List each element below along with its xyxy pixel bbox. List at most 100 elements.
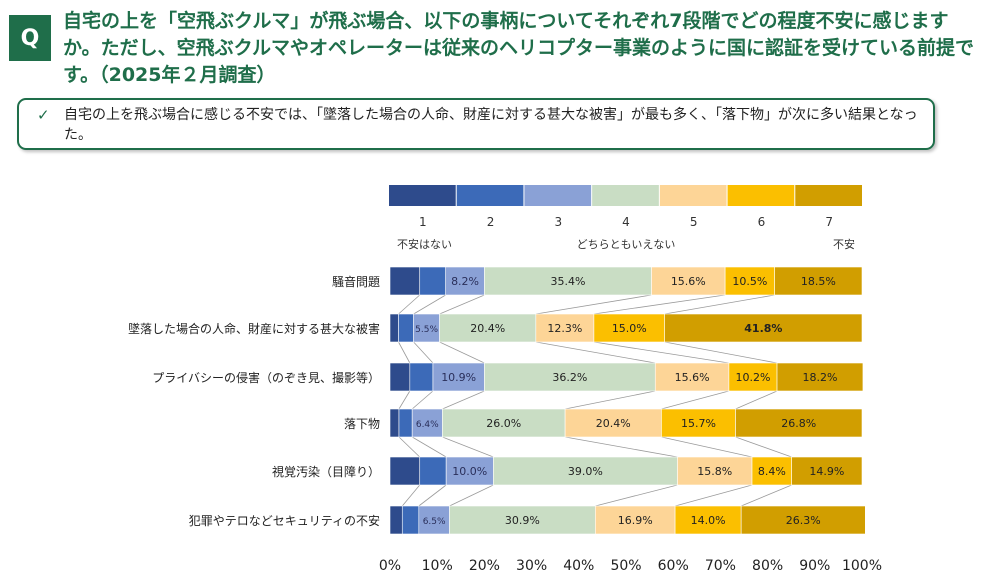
bar-row6-level6 bbox=[674, 505, 742, 535]
series-line-2-1 bbox=[398, 341, 411, 364]
data-label-row3-level4: 36.2% bbox=[552, 371, 587, 384]
bar-row4-level1 bbox=[389, 408, 400, 438]
bar-row5-level7 bbox=[791, 456, 863, 486]
bar-row1-level5 bbox=[651, 266, 726, 296]
category-label-5: 視覚汚染（目障り） bbox=[272, 464, 380, 479]
bar-row1-level4 bbox=[484, 266, 652, 296]
bar-row4-level3 bbox=[411, 408, 443, 438]
series-line-2-4 bbox=[535, 341, 656, 364]
summary-box: ✓ 自宅の上を飛ぶ場合に感じる不安では、「墜落した場合の人命、財産に対する甚大な… bbox=[17, 98, 935, 150]
bar-row3-level3 bbox=[432, 362, 485, 392]
question-text: 自宅の上を「空飛ぶクルマ」が飛ぶ場合、以下の事柄についてそれぞれ7段階でどの程度… bbox=[63, 10, 975, 86]
bar-row1-level1 bbox=[389, 266, 421, 296]
bar-row5-level3 bbox=[445, 456, 494, 486]
category-label-3: プライバシーの侵害（のぞき見、撮影等） bbox=[152, 370, 380, 385]
series-line-1-6 bbox=[664, 294, 775, 315]
legend-swatch-1 bbox=[389, 185, 456, 206]
data-label-row6-level4: 30.9% bbox=[505, 514, 540, 527]
bar-row6-level7 bbox=[740, 505, 866, 535]
legend-swatch-4 bbox=[592, 185, 659, 206]
legend-level-2: 2 bbox=[487, 215, 495, 229]
data-label-row5-level4: 39.0% bbox=[568, 465, 603, 478]
bar-row6-level2 bbox=[401, 505, 420, 535]
bar-row5-level6 bbox=[751, 456, 792, 486]
series-line-1-5 bbox=[593, 294, 726, 315]
x-tick-label-8: 80% bbox=[752, 558, 783, 574]
legend-high-label: 不安 bbox=[833, 237, 855, 251]
series-line-5-4 bbox=[595, 484, 678, 507]
legend-swatch-6 bbox=[727, 185, 795, 206]
bar-row6-level4 bbox=[449, 505, 596, 535]
data-label-row3-level7: 18.2% bbox=[803, 371, 838, 384]
legend-level-4: 4 bbox=[622, 215, 630, 229]
x-tick-label-9: 90% bbox=[799, 558, 830, 574]
series-line-2-2 bbox=[413, 341, 434, 364]
series-line-3-3 bbox=[442, 390, 485, 410]
data-label-row1-level3: 8.2% bbox=[451, 275, 479, 288]
data-label-row4-level5: 20.4% bbox=[596, 417, 631, 430]
data-label-row4-level4: 26.0% bbox=[486, 417, 521, 430]
series-line-5-2 bbox=[418, 484, 447, 507]
legend-level-5: 5 bbox=[690, 215, 698, 229]
data-label-row1-level7: 18.5% bbox=[801, 275, 836, 288]
series-line-3-1 bbox=[398, 390, 411, 410]
bar-row2-level5 bbox=[535, 313, 595, 343]
series-line-5-6 bbox=[741, 484, 792, 507]
bar-row6-level5 bbox=[595, 505, 676, 535]
bar-row4-level5 bbox=[564, 408, 662, 438]
bar-row2-level2 bbox=[398, 313, 414, 343]
legend-swatch-5 bbox=[659, 185, 727, 206]
x-tick-label-2: 20% bbox=[469, 558, 500, 574]
bar-row4-level6 bbox=[661, 408, 736, 438]
series-line-3-4 bbox=[565, 390, 656, 410]
bar-row2-level4 bbox=[439, 313, 537, 343]
series-line-1-4 bbox=[535, 294, 652, 315]
legend-low-label: 不安はない bbox=[397, 237, 452, 251]
data-label-row3-level3: 10.9% bbox=[441, 371, 476, 384]
series-line-4-1 bbox=[398, 436, 421, 458]
bar-row2-level1 bbox=[389, 313, 399, 343]
x-tick-label-10: 100% bbox=[842, 558, 882, 574]
data-label-row5-level6: 8.4% bbox=[758, 465, 786, 478]
category-label-1: 騒音問題 bbox=[332, 274, 380, 289]
bar-row1-level7 bbox=[774, 266, 863, 296]
category-label-2: 墜落した場合の人命、財産に対する甚大な被害 bbox=[128, 321, 380, 336]
series-line-2-6 bbox=[664, 341, 778, 364]
bar-row6-level1 bbox=[389, 505, 403, 535]
series-line-4-6 bbox=[735, 436, 792, 458]
check-icon: ✓ bbox=[37, 106, 50, 124]
data-label-row2-level5: 12.3% bbox=[547, 322, 582, 335]
bar-row1-level2 bbox=[419, 266, 446, 296]
bar-row1-level3 bbox=[445, 266, 485, 296]
x-tick-label-1: 10% bbox=[422, 558, 453, 574]
data-label-row3-level5: 15.6% bbox=[675, 371, 710, 384]
data-label-row3-level6: 10.2% bbox=[735, 371, 770, 384]
data-label-row5-level3: 10.0% bbox=[452, 465, 487, 478]
data-label-row2-level6: 15.0% bbox=[612, 322, 647, 335]
bar-row5-level5 bbox=[677, 456, 753, 486]
data-label-row4-level3: 6.4% bbox=[416, 420, 439, 430]
bar-row4-level2 bbox=[398, 408, 413, 438]
bar-row2-level3 bbox=[413, 313, 440, 343]
bar-row3-level2 bbox=[409, 362, 434, 392]
legend-level-7: 7 bbox=[825, 215, 833, 229]
data-label-row5-level7: 14.9% bbox=[809, 465, 844, 478]
series-line-1-3 bbox=[439, 294, 485, 315]
legend-level-1: 1 bbox=[419, 215, 427, 229]
bar-row3-level7 bbox=[776, 362, 864, 392]
x-tick-label-6: 60% bbox=[658, 558, 689, 574]
series-line-3-6 bbox=[735, 390, 778, 410]
x-tick-label-4: 40% bbox=[563, 558, 594, 574]
legend-swatch-2 bbox=[456, 185, 524, 206]
series-line-2-5 bbox=[593, 341, 729, 364]
bar-row6-level3 bbox=[418, 505, 450, 535]
bar-row2-level7 bbox=[664, 313, 863, 343]
data-label-row5-level5: 15.8% bbox=[697, 465, 732, 478]
series-line-1-1 bbox=[398, 294, 421, 315]
data-label-row4-level6: 15.7% bbox=[681, 417, 716, 430]
data-label-row1-level4: 35.4% bbox=[550, 275, 585, 288]
bar-row4-level7 bbox=[735, 408, 863, 438]
x-tick-label-3: 30% bbox=[516, 558, 547, 574]
series-line-1-2 bbox=[413, 294, 446, 315]
